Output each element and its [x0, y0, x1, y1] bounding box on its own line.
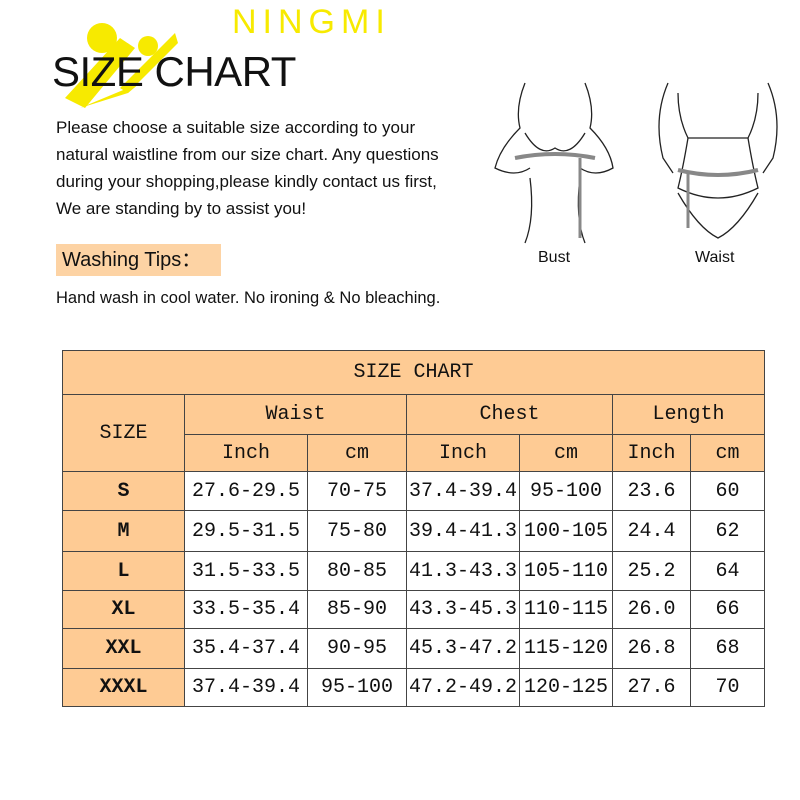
value-cell: 35.4-37.4: [184, 628, 308, 669]
value-cell: 66: [690, 590, 765, 629]
value-cell: 25.2: [612, 551, 691, 591]
value-cell: 24.4: [612, 510, 691, 552]
size-cell: M: [62, 510, 185, 552]
unit-header: Inch: [612, 434, 691, 472]
value-cell: 90-95: [307, 628, 407, 669]
group-header-chest: Chest: [406, 394, 613, 435]
washing-tips-label: Washing Tips：: [56, 244, 221, 276]
unit-header: Inch: [406, 434, 520, 472]
brand-name: NINGMI: [232, 3, 391, 41]
size-header: SIZE: [62, 394, 185, 472]
size-cell: L: [62, 551, 185, 591]
value-cell: 75-80: [307, 510, 407, 552]
value-cell: 47.2-49.2: [406, 668, 520, 707]
value-cell: 120-125: [519, 668, 613, 707]
value-cell: 41.3-43.3: [406, 551, 520, 591]
value-cell: 45.3-47.2: [406, 628, 520, 669]
group-header-length: Length: [612, 394, 765, 435]
value-cell: 23.6: [612, 471, 691, 511]
waist-measurement-illustration: [658, 82, 778, 239]
value-cell: 39.4-41.3: [406, 510, 520, 552]
value-cell: 26.8: [612, 628, 691, 669]
table-row: L 31.5-33.5 80-85 41.3-43.3 105-110 25.2 64: [62, 551, 765, 591]
value-cell: 64: [690, 551, 765, 591]
size-table: SIZE CHART SIZE Waist Chest Length Inch c…: [62, 350, 765, 707]
value-cell: 26.0: [612, 590, 691, 629]
page-title: SIZE CHART: [52, 48, 296, 95]
value-cell: 70: [690, 668, 765, 707]
unit-header: cm: [307, 434, 407, 472]
value-cell: 37.4-39.4: [184, 668, 308, 707]
table-row: XL 33.5-35.4 85-90 43.3-45.3 110-115 26.0 66: [62, 590, 765, 629]
value-cell: 68: [690, 628, 765, 669]
intro-line: during your shopping,please kindly conta…: [56, 172, 437, 191]
unit-header: Inch: [184, 434, 308, 472]
value-cell: 105-110: [519, 551, 613, 591]
intro-line: natural waistline from our size chart. A…: [56, 145, 439, 164]
intro-line: We are standing by to assist you!: [56, 199, 307, 218]
size-cell: XXL: [62, 628, 185, 669]
table-title: SIZE CHART: [62, 350, 765, 395]
waist-label: Waist: [695, 249, 735, 266]
table-row: XXXL 37.4-39.4 95-100 47.2-49.2 120-125 27.6 7…: [62, 668, 765, 707]
intro-text: Please choose a suitable size according …: [56, 114, 439, 222]
group-header-waist: Waist: [184, 394, 407, 435]
bust-label: Bust: [538, 249, 571, 266]
size-cell: XL: [62, 590, 185, 629]
value-cell: 31.5-33.5: [184, 551, 308, 591]
table-row: M 29.5-31.5 75-80 39.4-41.3 100-105 24.4 62: [62, 510, 765, 552]
value-cell: 100-105: [519, 510, 613, 552]
value-cell: 27.6-29.5: [184, 471, 308, 511]
value-cell: 62: [690, 510, 765, 552]
value-cell: 95-100: [307, 668, 407, 707]
value-cell: 95-100: [519, 471, 613, 511]
value-cell: 110-115: [519, 590, 613, 629]
unit-header: cm: [690, 434, 765, 472]
size-cell: XXXL: [62, 668, 185, 707]
size-cell: S: [62, 471, 185, 511]
value-cell: 85-90: [307, 590, 407, 629]
value-cell: 70-75: [307, 471, 407, 511]
bust-measurement-illustration: [494, 82, 614, 244]
value-cell: 43.3-45.3: [406, 590, 520, 629]
value-cell: 80-85: [307, 551, 407, 591]
value-cell: 60: [690, 471, 765, 511]
value-cell: 115-120: [519, 628, 613, 669]
value-cell: 33.5-35.4: [184, 590, 308, 629]
table-row: XXL 35.4-37.4 90-95 45.3-47.2 115-120 26.8 68: [62, 628, 765, 669]
value-cell: 37.4-39.4: [406, 471, 520, 511]
washing-tips-text: Hand wash in cool water. No ironing & No…: [56, 289, 441, 307]
value-cell: 29.5-31.5: [184, 510, 308, 552]
brand-logo: [65, 23, 178, 108]
unit-header: cm: [519, 434, 613, 472]
table-row: S 27.6-29.5 70-75 37.4-39.4 95-100 23.6 60: [62, 471, 765, 511]
value-cell: 27.6: [612, 668, 691, 707]
intro-line: Please choose a suitable size according …: [56, 118, 416, 137]
